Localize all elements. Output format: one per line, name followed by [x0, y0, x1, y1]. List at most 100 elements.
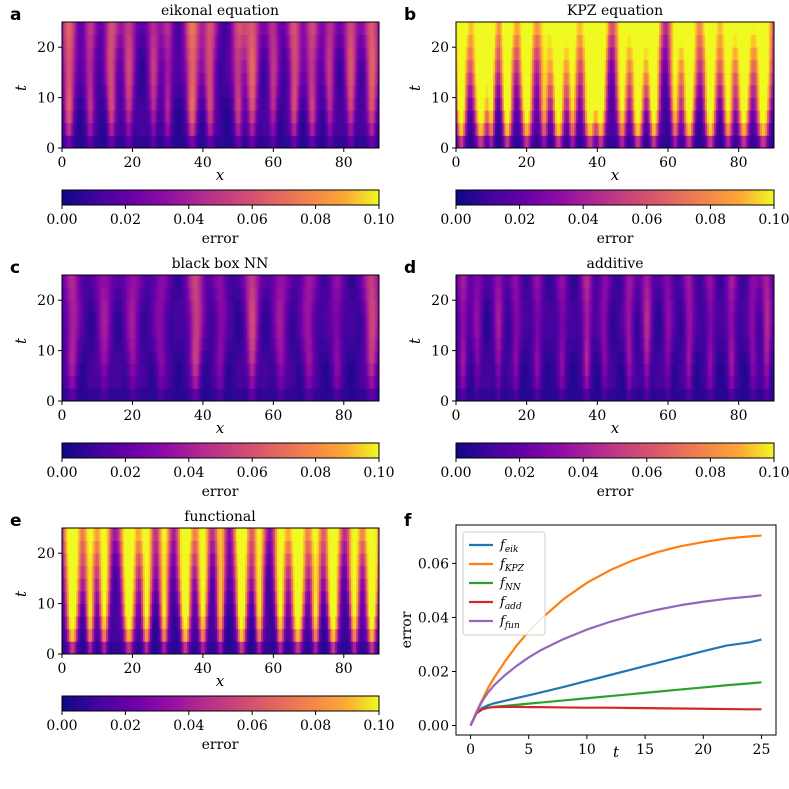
heatmap-cell [523, 135, 526, 149]
heatmap-cell [310, 47, 313, 61]
heatmap-cell [457, 59, 460, 73]
heatmap-cell [172, 388, 176, 402]
heatmap-cell [299, 135, 302, 149]
heatmap-cell [641, 72, 644, 86]
heatmap-cell [551, 110, 554, 124]
heatmap-cell [188, 47, 191, 61]
heatmap-cell [72, 388, 75, 402]
heatmap-cell [516, 97, 519, 111]
heatmap-cell [113, 287, 116, 301]
heatmap-cell [146, 338, 149, 351]
heatmap-cell [549, 85, 552, 98]
heatmap-cell [264, 325, 267, 339]
heatmap-cell [354, 34, 357, 48]
colorbar-tick-label: 0.04 [568, 212, 599, 228]
heatmap-cell [158, 287, 162, 301]
heatmap-cell [130, 287, 133, 301]
heatmap-cell [220, 47, 223, 61]
heatmap-cell [738, 22, 741, 35]
heatmap-cell [62, 59, 65, 73]
heatmap-cell [250, 34, 253, 48]
heatmap-cell [673, 47, 676, 61]
heatmap-cell [662, 22, 665, 35]
heatmap-cell [172, 22, 176, 35]
heatmap-cell [169, 338, 172, 351]
heatmap-cell [280, 300, 283, 314]
heatmap-cell [562, 110, 565, 124]
heatmap-cell [155, 363, 158, 377]
heatmap-cell [616, 122, 619, 136]
heatmap-cell [698, 110, 701, 124]
heatmap-cell [290, 110, 294, 124]
heatmap-cell [287, 350, 290, 364]
heatmap-cell [735, 97, 738, 111]
heatmap-cell [241, 34, 244, 48]
heatmap-cell [749, 110, 752, 124]
heatmap-cell [627, 97, 630, 111]
heatmap-cell [503, 135, 506, 149]
heatmap-cell [319, 122, 322, 136]
heatmap-cell [350, 97, 353, 111]
heatmap-cell [218, 72, 221, 86]
heatmap-cell [220, 338, 223, 351]
heatmap-cell [128, 350, 132, 364]
heatmap-cell [151, 300, 154, 314]
heatmap-cell [157, 312, 160, 326]
heatmap-cell [708, 22, 711, 35]
heatmap-cell [123, 300, 126, 314]
heatmap-cell [248, 22, 251, 35]
heatmap-cell [227, 59, 230, 73]
heatmap-cell [91, 287, 95, 301]
heatmap-cell [72, 350, 75, 364]
heatmap-cell [104, 85, 107, 98]
heatmap-cell [586, 22, 589, 35]
heatmap-cell [148, 110, 151, 124]
heatmap-cell [296, 135, 299, 149]
heatmap-cell [192, 22, 195, 35]
x-tick-label: 40 [194, 155, 212, 171]
heatmap-cell [220, 388, 223, 402]
heatmap-cell [584, 110, 588, 124]
heatmap-cell [770, 34, 773, 48]
heatmap-cell [305, 97, 308, 111]
heatmap-cell [590, 110, 593, 124]
heatmap-cell [97, 275, 100, 288]
heatmap-cell [252, 59, 255, 73]
heatmap-cell [187, 363, 190, 377]
heatmap-cell [211, 375, 214, 389]
heatmap-cell [91, 110, 95, 124]
heatmap-cell [496, 47, 499, 61]
heatmap-cell [347, 85, 350, 98]
heatmap-cell [643, 72, 646, 86]
heatmap-cell [250, 97, 253, 111]
heatmap-cell [224, 350, 227, 364]
heatmap-cell [692, 47, 695, 61]
heatmap-cell [169, 34, 172, 48]
heatmap-cell [671, 47, 674, 61]
heatmap-cell [209, 110, 213, 124]
heatmap-cell [232, 325, 235, 339]
heatmap-cell [86, 350, 89, 364]
heatmap-cell [213, 22, 216, 35]
heatmap-cell [602, 122, 605, 136]
heatmap-cell [215, 338, 218, 351]
heatmap-cell [273, 47, 276, 61]
heatmap-cell [185, 122, 188, 136]
heatmap-cell [606, 72, 609, 86]
heatmap-cell [728, 97, 731, 111]
heatmap-cell [290, 34, 294, 48]
heatmap-cell [752, 97, 755, 111]
heatmap-cell [569, 34, 572, 48]
heatmap-cell [165, 350, 169, 364]
heatmap-cell [712, 122, 715, 136]
heatmap-cell [178, 59, 181, 73]
heatmap-cell [185, 287, 188, 301]
heatmap-cell [516, 122, 519, 136]
heatmap-cell [648, 122, 651, 136]
heatmap-cell [176, 275, 179, 288]
heatmap-cell [276, 363, 280, 377]
heatmap-cell [246, 325, 250, 339]
heatmap-cell [150, 338, 153, 351]
heatmap-cell [756, 72, 759, 86]
heatmap-cell [104, 325, 107, 339]
